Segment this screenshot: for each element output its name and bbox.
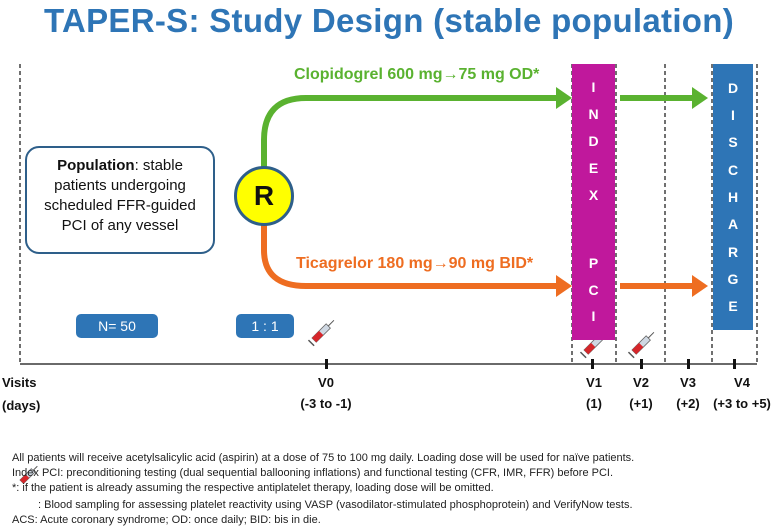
discharge-letter: H — [727, 188, 739, 205]
visit-v1-name: V1 — [586, 375, 602, 390]
discharge-letter: I — [731, 106, 735, 123]
randomization-circle: R — [234, 166, 294, 226]
visit-v4-days: (+3 to +5) — [713, 396, 771, 411]
clopidogrel-arrowhead-2 — [692, 87, 708, 109]
index-letter: P — [588, 254, 599, 271]
visit-v3-name: V3 — [680, 375, 696, 390]
population-text-1: : stable — [134, 157, 183, 174]
footnote-3: *: if the patient is already assuming th… — [12, 482, 494, 494]
index-letter: I — [591, 79, 596, 96]
visit-v2-days: (+1) — [629, 396, 653, 411]
visit-v2-name: V2 — [633, 375, 649, 390]
visit-v0-days: (-3 to -1) — [300, 396, 352, 411]
population-text-3: scheduled FFR-guided — [44, 197, 196, 214]
sample-size-badge: N= 50 — [76, 314, 158, 338]
visits-header-label: Visits — [2, 375, 37, 390]
discharge-box: D I S C H A R G E — [713, 64, 753, 330]
ticagrelor-arrow — [261, 224, 560, 289]
index-letter: D — [588, 133, 599, 150]
syringe-icon — [627, 331, 655, 359]
days-header-label: (days) — [2, 398, 41, 413]
index-letter: I — [591, 308, 596, 325]
discharge-letter: E — [728, 298, 738, 315]
syringe-icon — [19, 465, 38, 485]
population-box: Population: stable patients undergoing s… — [25, 146, 215, 254]
ticagrelor-label: Ticagrelor 180 mg→90 mg BID* — [296, 255, 534, 272]
visit-v1-days: (1) — [586, 396, 602, 411]
discharge-letter: R — [727, 243, 739, 260]
discharge-letter: S — [728, 134, 738, 151]
index-letter: E — [588, 160, 599, 177]
clopidogrel-label: Clopidogrel 600 mg→75 mg OD* — [294, 66, 540, 83]
timeline-ticks — [325, 359, 736, 369]
footnote-1: All patients will receive acetylsalicyli… — [12, 452, 635, 464]
discharge-letter: C — [727, 161, 739, 178]
visit-v3-days: (+2) — [676, 396, 700, 411]
ticagrelor-arrowhead-2 — [692, 275, 708, 297]
population-label: Population — [57, 157, 135, 174]
index-pci-box: I N D E X P C I — [572, 64, 615, 340]
visit-v0-name: V0 — [318, 375, 334, 390]
discharge-letter: D — [727, 79, 739, 96]
index-letter: N — [588, 106, 599, 123]
discharge-letter: G — [727, 270, 739, 287]
population-text-4: PCI of any vessel — [61, 217, 179, 234]
page-title: TAPER-S: Study Design (stable population… — [43, 2, 735, 39]
visit-v4-name: V4 — [734, 375, 750, 390]
population-text-2: patients undergoing — [54, 177, 186, 194]
index-letter: C — [588, 281, 599, 298]
discharge-letter: A — [727, 216, 739, 233]
ratio-badge: 1 : 1 — [236, 314, 294, 338]
syringe-icon — [307, 319, 335, 347]
footnote-4: : Blood sampling for assessing platelet … — [38, 499, 633, 511]
footnote-5: ACS: Acute coronary syndrome; OD: once d… — [12, 514, 321, 526]
index-letter: X — [588, 186, 599, 203]
footnote-2: Index PCI: preconditioning testing (dual… — [12, 467, 614, 479]
clopidogrel-arrow — [261, 95, 560, 168]
ticagrelor-arrowhead — [556, 275, 572, 297]
clopidogrel-arrowhead — [556, 87, 572, 109]
